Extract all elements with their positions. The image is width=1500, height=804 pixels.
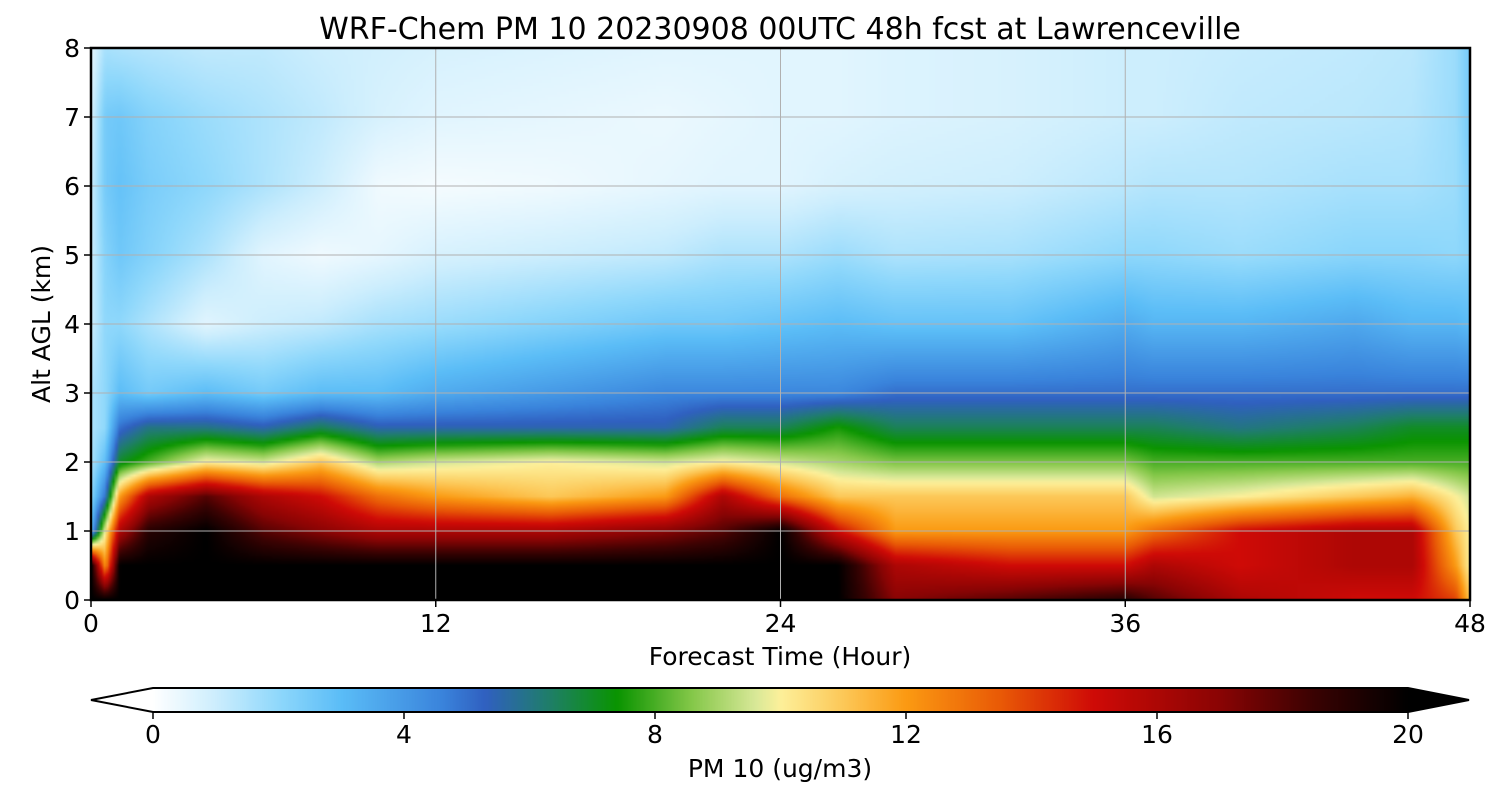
colorbar-ticks: 0 4 8 12 16 20 — [145, 712, 1424, 749]
y-tick-label: 2 — [64, 448, 80, 477]
x-tick-label: 12 — [420, 609, 452, 638]
x-tick-label: 48 — [1454, 609, 1486, 638]
colorbar-max-extension — [1408, 688, 1469, 712]
x-tick-label: 24 — [765, 609, 797, 638]
x-tick-label: 0 — [83, 609, 99, 638]
y-tick-label: 8 — [64, 34, 80, 63]
y-tick-label: 3 — [64, 379, 80, 408]
y-tick-label: 0 — [64, 586, 80, 615]
y-tick-label: 5 — [64, 241, 80, 270]
y-tick-label: 4 — [64, 310, 80, 339]
y-axis-label: Alt AGL (km) — [27, 245, 56, 403]
colorbar-gradient — [153, 688, 1408, 712]
colorbar-label: PM 10 (ug/m3) — [688, 754, 872, 783]
y-axis: 0 1 2 3 4 5 6 7 8 — [64, 34, 91, 615]
chart-title: WRF-Chem PM 10 20230908 00UTC 48h fcst a… — [319, 12, 1241, 47]
x-axis: 0 12 24 36 48 — [83, 600, 1486, 638]
colorbar-tick-label: 4 — [396, 720, 412, 749]
y-tick-label: 6 — [64, 172, 80, 201]
y-tick-label: 1 — [64, 517, 80, 546]
colorbar: 0 4 8 12 16 20 PM 10 (ug/m3) — [90, 687, 1470, 783]
colorbar-tick-label: 20 — [1392, 720, 1424, 749]
colorbar-min-extension — [91, 688, 153, 712]
colorbar-tick-label: 0 — [145, 720, 161, 749]
y-tick-label: 7 — [64, 103, 80, 132]
colorbar-tick-label: 8 — [647, 720, 663, 749]
colorbar-tick-label: 16 — [1141, 720, 1173, 749]
x-axis-label: Forecast Time (Hour) — [649, 642, 912, 671]
colorbar-tick-label: 12 — [890, 720, 922, 749]
x-tick-label: 36 — [1109, 609, 1141, 638]
